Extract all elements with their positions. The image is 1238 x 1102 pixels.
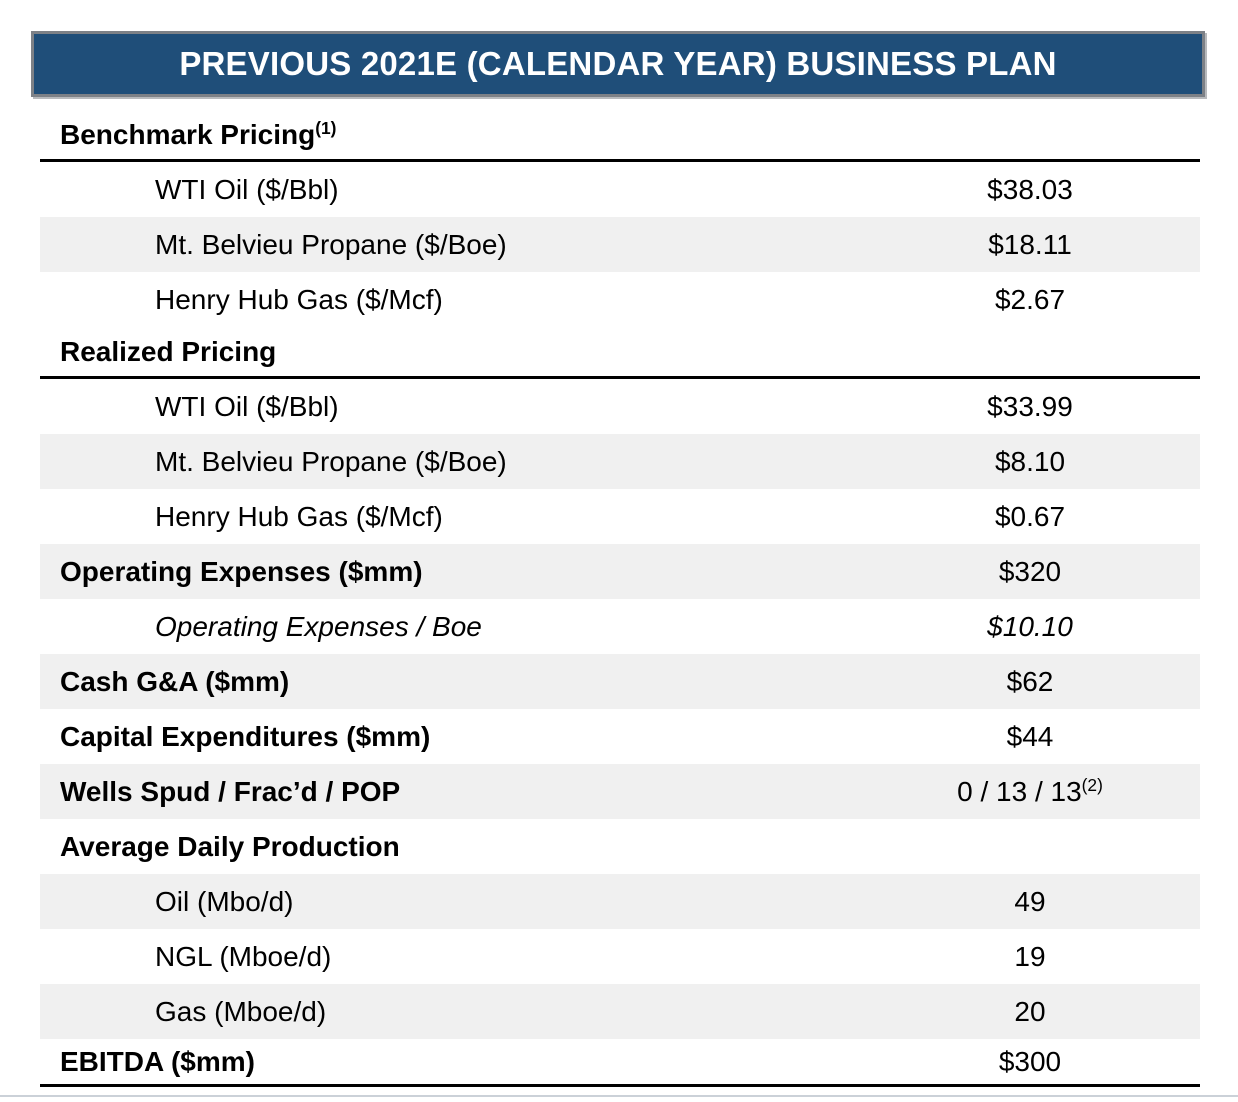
section-heading-row: Realized Pricing [40, 327, 1200, 379]
row-label: Gas (Mboe/d) [155, 995, 327, 1027]
row-label: WTI Oil ($/Bbl) [155, 173, 339, 205]
table-row: Mt. Belvieu Propane ($/Boe) $8.10 [40, 434, 1200, 489]
row-label: Henry Hub Gas ($/Mcf) [155, 500, 443, 532]
section-heading-row: Benchmark Pricing(1) [40, 110, 1200, 162]
row-value: $18.11 [988, 228, 1072, 260]
title-bar: PREVIOUS 2021E (CALENDAR YEAR) BUSINESS … [31, 31, 1205, 97]
table-row: Oil (Mbo/d) 49 [40, 874, 1200, 929]
table-row: Henry Hub Gas ($/Mcf) $0.67 [40, 489, 1200, 544]
row-label: Oil (Mbo/d) [155, 885, 294, 917]
table-row: Mt. Belvieu Propane ($/Boe) $18.11 [40, 217, 1200, 272]
table-row: Operating Expenses / Boe $10.10 [40, 599, 1200, 654]
table-row: NGL (Mboe/d) 19 [40, 929, 1200, 984]
row-value: $62 [1006, 665, 1054, 697]
table-row: Wells Spud / Frac’d / POP 0 / 13 / 13(2) [40, 764, 1200, 819]
row-label: Operating Expenses ($mm) [60, 555, 423, 587]
table-row: Gas (Mboe/d) 20 [40, 984, 1200, 1039]
row-value: $8.10 [994, 445, 1066, 477]
row-label: Mt. Belvieu Propane ($/Boe) [155, 228, 507, 260]
row-label: Operating Expenses / Boe [155, 610, 482, 642]
page-title: PREVIOUS 2021E (CALENDAR YEAR) BUSINESS … [179, 45, 1057, 82]
footnote-marker: (2) [1081, 775, 1103, 796]
table-row: EBITDA ($mm) $300 [40, 1039, 1200, 1087]
row-value: $300 [998, 1045, 1062, 1077]
row-label: Capital Expenditures ($mm) [60, 720, 431, 752]
row-label: Henry Hub Gas ($/Mcf) [155, 283, 443, 315]
table-row: WTI Oil ($/Bbl) $33.99 [40, 379, 1200, 434]
row-label: WTI Oil ($/Bbl) [155, 390, 339, 422]
row-value: $320 [998, 555, 1062, 587]
table-row: Henry Hub Gas ($/Mcf) $2.67 [40, 272, 1200, 327]
row-label: EBITDA ($mm) [60, 1045, 255, 1077]
row-label: Realized Pricing [60, 335, 277, 367]
row-value: 20 [1014, 995, 1046, 1027]
row-value: $33.99 [987, 390, 1073, 422]
row-value: 49 [1014, 885, 1046, 917]
table-row: WTI Oil ($/Bbl) $38.03 [40, 162, 1200, 217]
row-label: Benchmark Pricing(1) [60, 118, 337, 150]
business-plan-table: Benchmark Pricing(1) WTI Oil ($/Bbl) $38.0… [40, 110, 1200, 1087]
row-label: NGL (Mboe/d) [155, 940, 332, 972]
row-label: Wells Spud / Frac’d / POP [60, 775, 401, 807]
row-label: Average Daily Production [60, 830, 400, 862]
footnote-marker: (1) [315, 118, 337, 139]
row-value: 19 [1014, 940, 1046, 972]
table-row: Operating Expenses ($mm) $320 [40, 544, 1200, 599]
bottom-border-rule [0, 1095, 1238, 1097]
section-heading-row: Average Daily Production [40, 819, 1200, 874]
row-value: $2.67 [994, 283, 1066, 315]
row-value: $0.67 [994, 500, 1066, 532]
row-label: Cash G&A ($mm) [60, 665, 290, 697]
table-row: Cash G&A ($mm) $62 [40, 654, 1200, 709]
row-value: $10.10 [987, 610, 1073, 642]
row-value: 0 / 13 / 13(2) [957, 775, 1103, 807]
row-value: $38.03 [987, 173, 1073, 205]
row-value: $44 [1006, 720, 1054, 752]
row-label: Mt. Belvieu Propane ($/Boe) [155, 445, 507, 477]
table-row: Capital Expenditures ($mm) $44 [40, 709, 1200, 764]
